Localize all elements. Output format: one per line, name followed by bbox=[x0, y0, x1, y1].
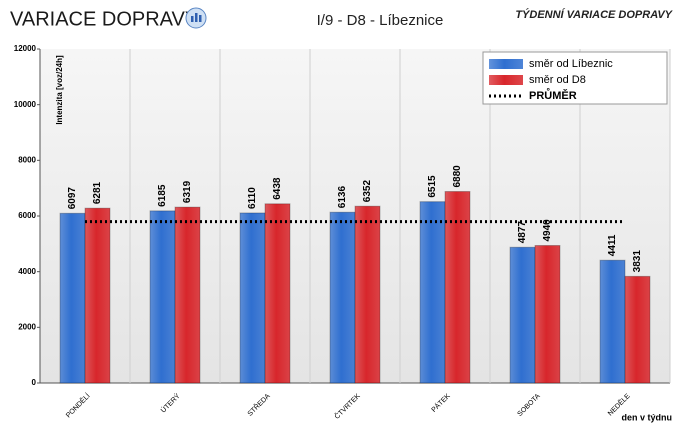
legend-swatch bbox=[489, 75, 523, 85]
chart-title: VARIACE DOPRAVY bbox=[10, 8, 198, 30]
bar bbox=[265, 204, 290, 383]
legend-label: PRŮMĚR bbox=[529, 88, 577, 102]
bar bbox=[625, 276, 650, 383]
data-label: 6352 bbox=[362, 180, 373, 203]
bar bbox=[175, 207, 200, 383]
data-label: 4877 bbox=[517, 221, 528, 244]
bar bbox=[535, 246, 560, 383]
data-label: 4411 bbox=[607, 234, 618, 256]
y-tick-label: 6000 bbox=[18, 211, 36, 220]
x-tick-label: ÚTERÝ bbox=[159, 391, 182, 414]
y-tick-label: 4000 bbox=[18, 267, 36, 276]
annotation: TÝDENNÍ VARIACE DOPRAVY bbox=[515, 8, 673, 21]
x-tick-label: STŘEDA bbox=[245, 391, 272, 418]
x-axis-label: den v týdnu bbox=[621, 412, 672, 422]
data-label: 6110 bbox=[247, 187, 258, 209]
y-tick-label: 10000 bbox=[14, 100, 37, 109]
bar bbox=[355, 206, 380, 383]
data-label: 6281 bbox=[92, 181, 103, 204]
title-icon bbox=[186, 8, 206, 28]
y-tick-label: 0 bbox=[32, 378, 37, 387]
data-label: 6438 bbox=[272, 177, 283, 200]
data-label: 6515 bbox=[427, 175, 438, 198]
x-tick-label: SOBOTA bbox=[517, 393, 542, 418]
y-tick-label: 2000 bbox=[18, 322, 36, 331]
data-label: 6185 bbox=[157, 184, 168, 207]
data-label: 6136 bbox=[337, 186, 348, 209]
legend-label: směr od Líbeznic bbox=[529, 58, 613, 70]
chart: VARIACE DOPRAVY I/9 - D8 - Líbeznice TÝD… bbox=[0, 0, 675, 426]
x-tick-label: PONDĚLÍ bbox=[64, 391, 92, 419]
data-label: 3831 bbox=[632, 250, 643, 273]
bar bbox=[330, 212, 355, 383]
bar bbox=[85, 208, 110, 383]
legend-swatch bbox=[489, 59, 523, 69]
legend-label: směr od D8 bbox=[529, 74, 586, 86]
bar bbox=[150, 211, 175, 383]
x-tick-label: PÁTEK bbox=[429, 391, 452, 414]
chart-subtitle: I/9 - D8 - Líbeznice bbox=[317, 12, 444, 29]
bar bbox=[600, 260, 625, 383]
y-axis-label: Intenzita [voz/24h] bbox=[55, 55, 64, 125]
bar bbox=[420, 202, 445, 383]
data-label: 6319 bbox=[182, 180, 193, 203]
y-tick-label: 8000 bbox=[18, 155, 36, 164]
x-tick-label: ČTVRTEK bbox=[332, 391, 362, 421]
bar bbox=[240, 213, 265, 383]
bar bbox=[60, 213, 85, 383]
bar bbox=[510, 247, 535, 383]
y-tick-label: 12000 bbox=[14, 44, 37, 53]
data-label: 6880 bbox=[452, 165, 463, 188]
data-label: 6097 bbox=[67, 187, 78, 210]
